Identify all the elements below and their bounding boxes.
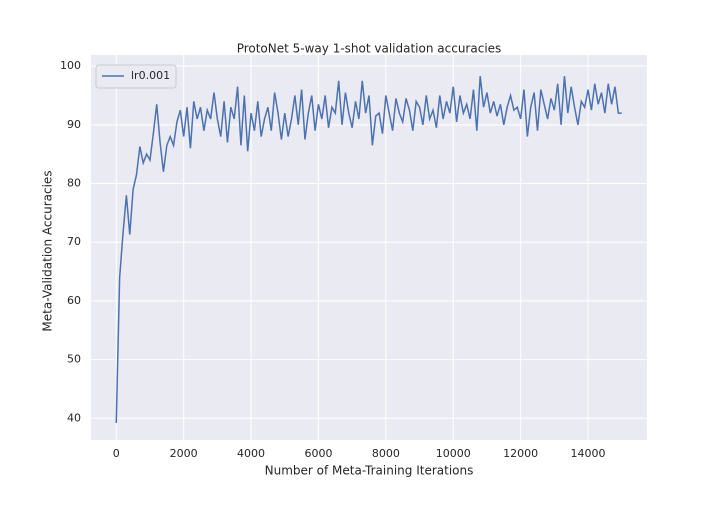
legend-box (95, 64, 177, 89)
x-tick-label: 6000 (304, 447, 332, 460)
x-tick-label: 10000 (436, 447, 471, 460)
y-tick-label: 40 (67, 411, 81, 424)
x-tick-label: 2000 (170, 447, 198, 460)
data-line (115, 76, 622, 423)
x-tick-label: 4000 (237, 447, 265, 460)
x-axis-label: Number of Meta-Training Iterations (265, 464, 474, 478)
x-tick-label: 14000 (571, 447, 606, 460)
chart-title: ProtoNet 5-way 1-shot validation accurac… (237, 42, 502, 56)
y-tick-label: 90 (67, 118, 81, 131)
y-tick-label: 80 (67, 177, 81, 190)
y-tick-label: 50 (67, 353, 81, 366)
y-tick-label: 70 (67, 235, 81, 248)
plot-area (91, 55, 647, 440)
y-axis-label: Meta-Validation Accuracies (41, 170, 55, 331)
y-tick-label: 100 (60, 59, 81, 72)
x-tick-label: 0 (113, 447, 120, 460)
legend-label: lr0.001 (131, 69, 170, 82)
x-tick-label: 12000 (503, 447, 538, 460)
x-tick-label: 8000 (372, 447, 400, 460)
y-tick-label: 60 (67, 294, 81, 307)
